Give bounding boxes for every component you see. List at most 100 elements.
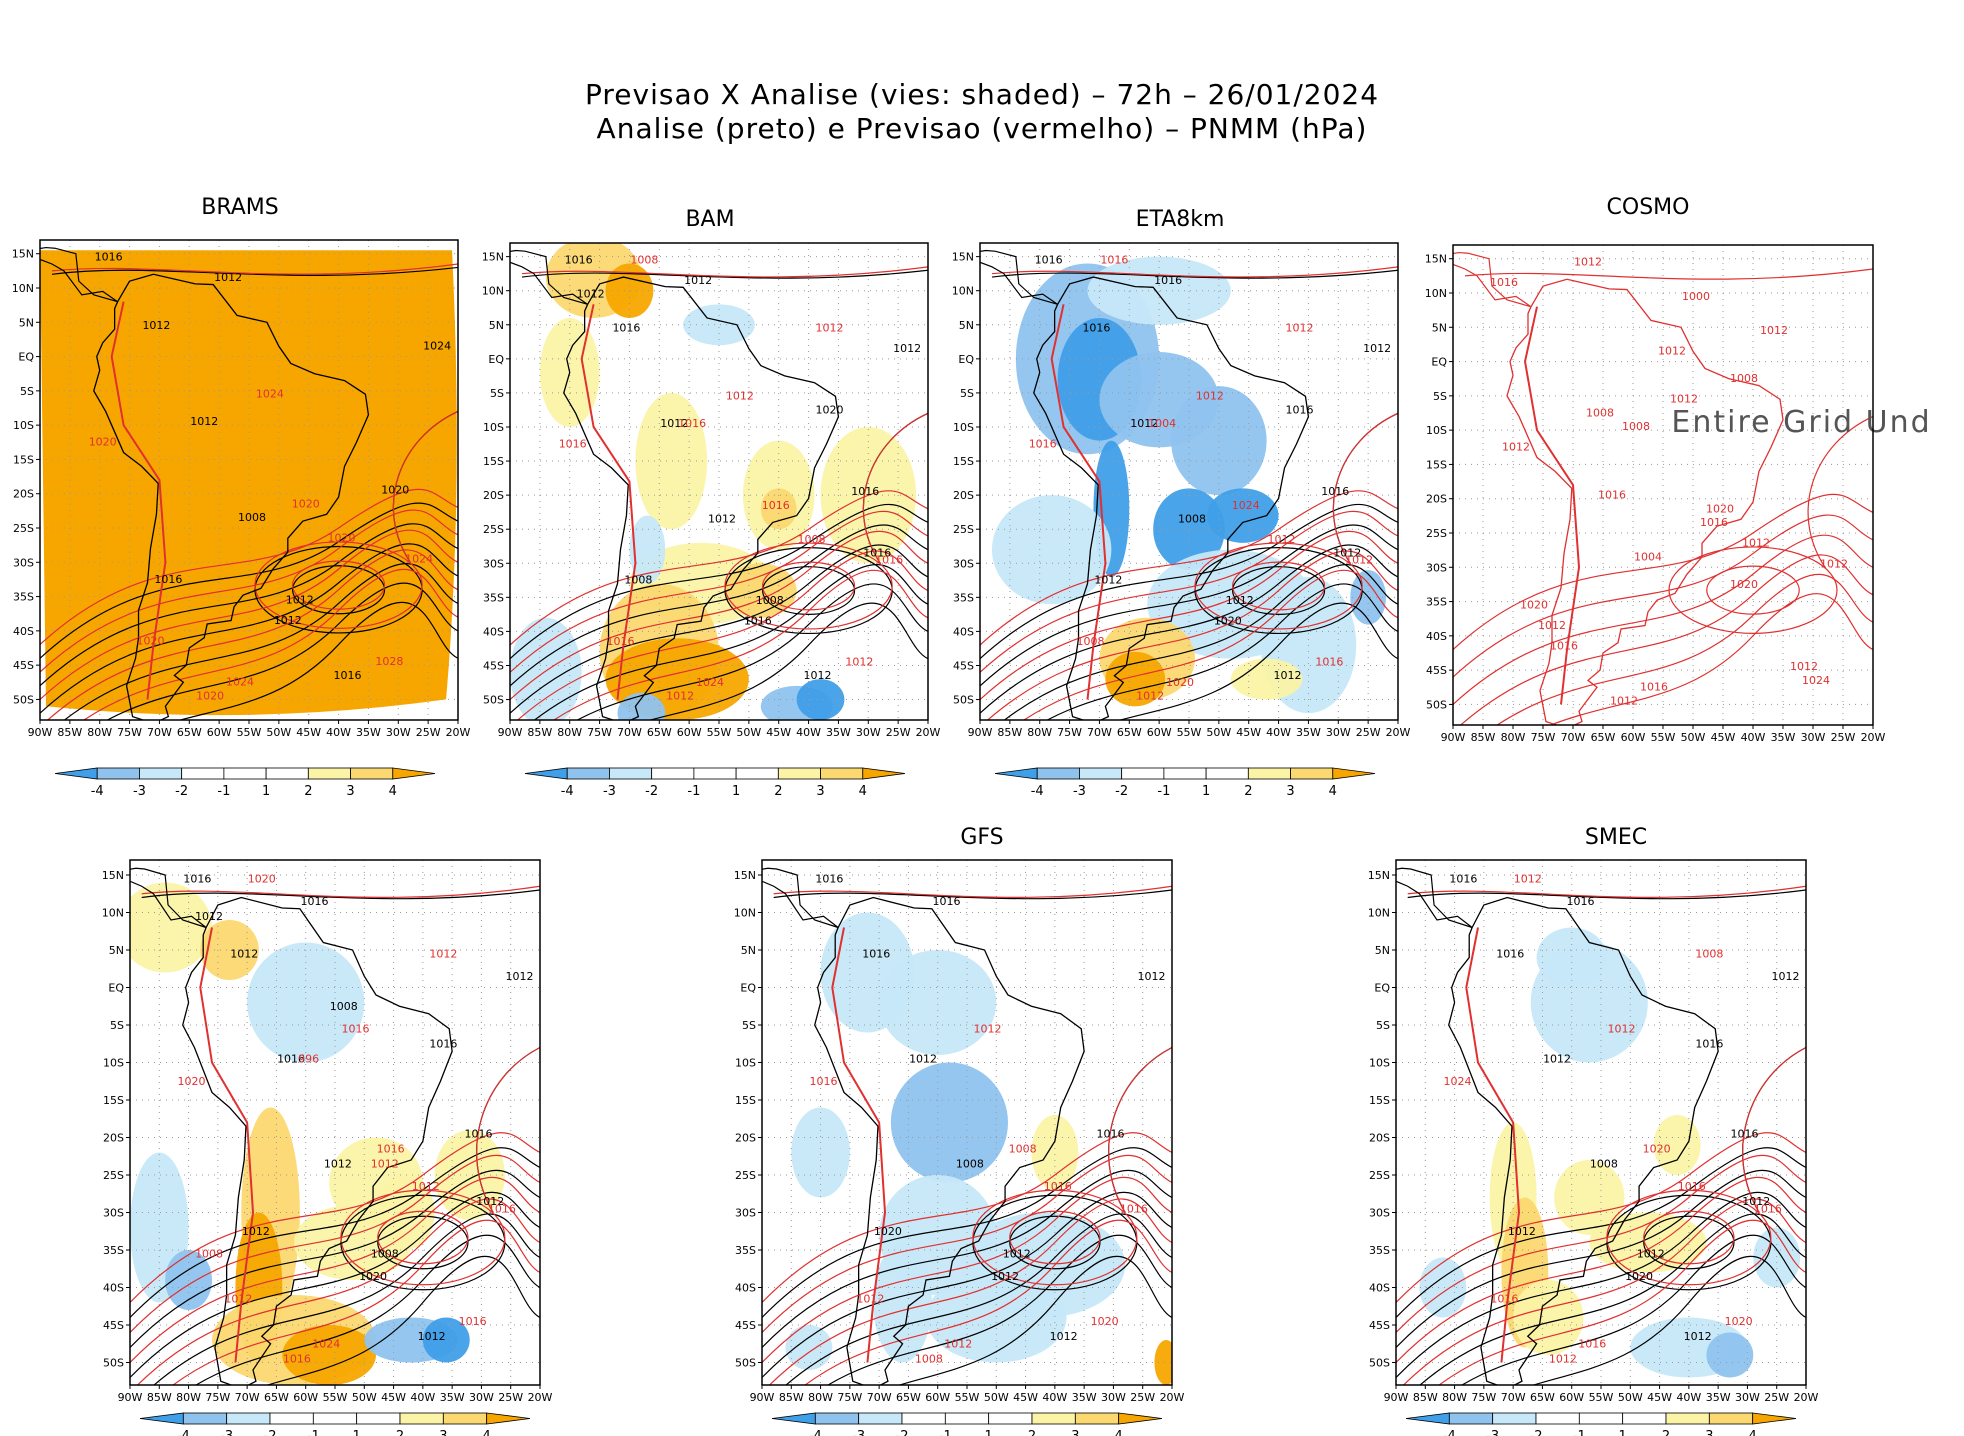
analise-contour-label: 1012 bbox=[506, 970, 534, 983]
y-tick-label: 45S bbox=[1369, 1319, 1390, 1332]
previsao-contour-label: 1012 bbox=[1820, 557, 1848, 570]
y-tick-label: 25S bbox=[1369, 1169, 1390, 1182]
analise-contour-label: 1012 bbox=[804, 669, 832, 682]
x-tick-label: 35W bbox=[1771, 731, 1796, 744]
x-tick-label: 20W bbox=[528, 1391, 553, 1404]
y-tick-label: 25S bbox=[103, 1169, 124, 1182]
x-tick-label: 80W bbox=[1501, 731, 1526, 744]
previsao-contour-label: 1012 bbox=[666, 690, 694, 703]
isobar-high bbox=[377, 1210, 469, 1265]
previsao-contour-label: 1020 bbox=[292, 497, 320, 510]
bias-patch bbox=[791, 1107, 850, 1198]
bias-patch bbox=[926, 1272, 1067, 1363]
coastline-south-america bbox=[1033, 276, 1310, 720]
colorbar-arrow-right bbox=[1332, 767, 1376, 780]
colorbar-label: -3 bbox=[852, 1429, 865, 1436]
colorbar-arrow-right bbox=[392, 767, 436, 780]
isobar bbox=[1003, 564, 1398, 720]
analise-contour-label: 1008 bbox=[1178, 512, 1206, 525]
bias-patch bbox=[1753, 1227, 1801, 1288]
y-tick-label: 15S bbox=[1426, 458, 1447, 471]
x-tick-label: 45W bbox=[1647, 1391, 1672, 1404]
andes-isobars bbox=[199, 927, 255, 1363]
panel-title: BRAMS bbox=[201, 195, 279, 220]
analise-contour-label: 1016 bbox=[565, 253, 593, 266]
analise-contour-label: 1016 bbox=[301, 895, 329, 908]
analise-contour-label: 1012 bbox=[708, 512, 736, 525]
panel-unnamed: 1016 1012 1016 1012 1008 1012 1016 1012 1012 1016… bbox=[80, 825, 620, 1436]
bias-patch bbox=[1171, 386, 1267, 496]
x-tick-label: 20W bbox=[1386, 726, 1411, 739]
previsao-contour-label: 1012 bbox=[412, 1180, 440, 1193]
previsao-contour-label: 1028 bbox=[375, 655, 403, 668]
isobar bbox=[785, 1213, 1172, 1385]
colorbar-segment bbox=[1036, 767, 1080, 780]
colorbar-segment bbox=[609, 767, 653, 780]
y-tick-label: 5S bbox=[1376, 1019, 1390, 1032]
previsao-contour-label: 1012 bbox=[1136, 690, 1164, 703]
analise-contour-label: 1016 bbox=[154, 573, 182, 586]
x-tick-label: 60W bbox=[1621, 731, 1646, 744]
y-tick-label: 25S bbox=[483, 523, 504, 536]
x-tick-label: 75W bbox=[117, 726, 142, 739]
x-tick-label: 60W bbox=[677, 726, 702, 739]
y-tick-label: 10N bbox=[1425, 287, 1447, 300]
plot-area: 1016101610121008101210121016101210121016… bbox=[1396, 860, 1806, 1385]
previsao-contour-label: 1012 bbox=[1268, 533, 1296, 546]
x-tick-label: 55W bbox=[1651, 731, 1676, 744]
coastline-central-america bbox=[130, 867, 207, 929]
analise-contour-label: 1012 bbox=[274, 614, 302, 627]
bias-patch bbox=[796, 679, 845, 720]
isobar-high bbox=[1606, 1189, 1772, 1286]
previsao-contour-label: 1012 bbox=[1538, 619, 1566, 632]
y-tick-label: 15S bbox=[735, 1094, 756, 1107]
analise-contour-label: 1012 bbox=[1003, 1248, 1031, 1261]
x-tick-label: 30W bbox=[1326, 726, 1351, 739]
colorbar-label: 1 bbox=[985, 1429, 993, 1436]
isobar-high bbox=[1643, 1215, 1735, 1270]
previsao-contour-label: 1020 bbox=[1730, 578, 1758, 591]
bias-patch bbox=[785, 1325, 833, 1370]
y-tick-label: 5N bbox=[1375, 944, 1390, 957]
bias-patch bbox=[879, 950, 997, 1055]
y-tick-label: EQ bbox=[740, 982, 756, 995]
plot-area: 1016101610121008101210121016101210121016… bbox=[980, 243, 1398, 720]
analise-contour-label: 1020 bbox=[815, 403, 843, 416]
colorbar-arrow-right bbox=[486, 1412, 531, 1425]
x-tick-label: 30W bbox=[856, 726, 881, 739]
y-tick-label: 15N bbox=[734, 869, 756, 882]
y-tick-label: 30S bbox=[735, 1207, 756, 1220]
y-tick-label: 30S bbox=[1369, 1207, 1390, 1220]
y-tick-label: 25S bbox=[13, 522, 34, 535]
isobar bbox=[1407, 889, 1806, 900]
x-tick-label: 50W bbox=[1681, 731, 1706, 744]
analise-contour-label: 1020 bbox=[381, 484, 409, 497]
x-tick-label: 65W bbox=[1117, 726, 1142, 739]
x-tick-label: 40W bbox=[1741, 731, 1766, 744]
coastline-south-america bbox=[182, 896, 453, 1385]
colorbar-segment bbox=[181, 767, 225, 780]
isobar bbox=[51, 266, 458, 276]
isobar-high bbox=[291, 560, 386, 610]
previsao-contour-label: 1020 bbox=[248, 873, 276, 886]
y-tick-label: 30S bbox=[953, 557, 974, 570]
colorbar-label: -1 bbox=[1573, 1429, 1586, 1436]
previsao-contour-label: 1020 bbox=[1706, 502, 1734, 515]
previsao-contour-label: 1016 bbox=[762, 499, 790, 512]
y-tick-label: 20S bbox=[103, 1132, 124, 1145]
colorbar-segment bbox=[1074, 1412, 1120, 1425]
main-subtitle: Analise (preto) e Previsao (vermelho) – … bbox=[596, 112, 1368, 145]
isobar-high bbox=[1231, 561, 1326, 611]
colorbar-segment bbox=[1079, 767, 1123, 780]
colorbar-segment bbox=[1578, 1412, 1624, 1425]
y-tick-label: 10N bbox=[102, 907, 124, 920]
x-tick-label: 90W bbox=[28, 726, 53, 739]
x-tick-label: 50W bbox=[1206, 726, 1231, 739]
bias-patch bbox=[1230, 658, 1303, 700]
previsao-contour-label: 1020 bbox=[1643, 1143, 1671, 1156]
y-tick-label: 45S bbox=[953, 659, 974, 672]
previsao-contour-label: 1012 bbox=[1608, 1023, 1636, 1036]
analise-contour-label: 1012 bbox=[1130, 417, 1158, 430]
isobar bbox=[51, 263, 458, 275]
analise-contour-label: 1012 bbox=[230, 948, 258, 961]
